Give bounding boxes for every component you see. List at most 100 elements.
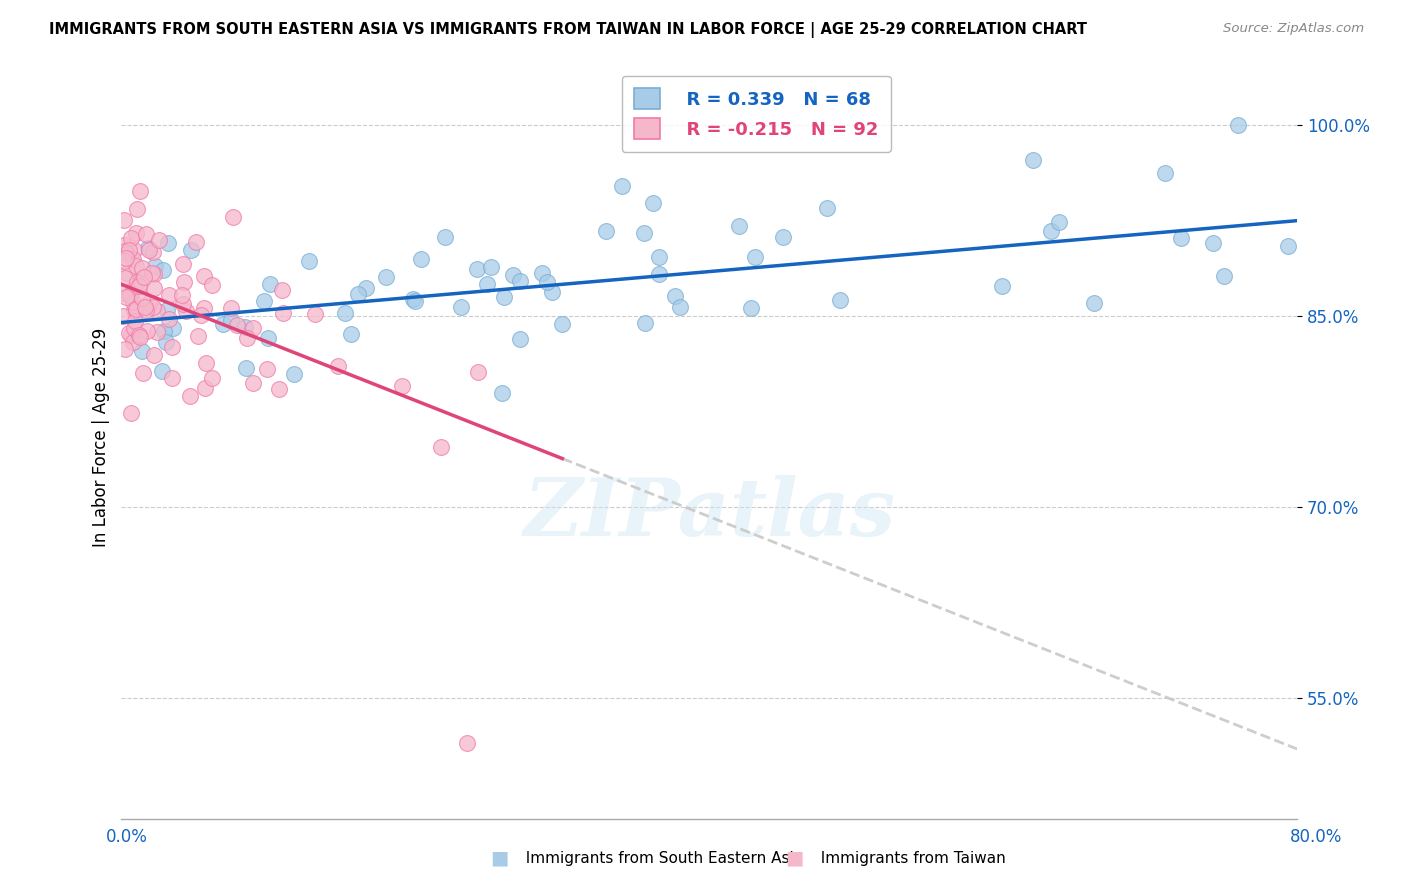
Point <box>1227 118 1250 132</box>
Point <box>157 312 180 326</box>
Text: ■: ■ <box>785 848 804 868</box>
Point <box>146 325 169 339</box>
Point <box>1083 296 1105 310</box>
Point <box>142 244 165 259</box>
Point <box>124 321 146 335</box>
Point <box>120 406 142 420</box>
Point <box>143 281 166 295</box>
Point <box>242 376 264 390</box>
Point <box>772 230 794 244</box>
Point <box>156 303 179 318</box>
Point <box>128 330 150 344</box>
Point <box>184 235 207 249</box>
Point <box>641 195 664 210</box>
Legend:   R = 0.339   N = 68,   R = -0.215   N = 92: R = 0.339 N = 68, R = -0.215 N = 92 <box>621 76 891 152</box>
Point <box>148 233 170 247</box>
Point <box>114 244 136 258</box>
Point <box>744 250 766 264</box>
Point <box>187 329 209 343</box>
Point <box>134 301 156 315</box>
Point <box>1277 238 1299 252</box>
Point <box>172 297 194 311</box>
Point <box>610 178 633 193</box>
Point <box>1202 236 1225 251</box>
Point <box>269 382 291 396</box>
Point <box>132 366 155 380</box>
Point <box>374 270 396 285</box>
Point <box>283 367 305 381</box>
Point <box>156 235 179 250</box>
Point <box>138 244 160 258</box>
Point <box>502 268 524 282</box>
Point <box>530 266 553 280</box>
Point <box>121 295 143 310</box>
Point <box>131 343 153 358</box>
Point <box>297 254 319 268</box>
Point <box>669 300 692 314</box>
Point <box>112 238 135 252</box>
Point <box>404 294 426 309</box>
Point <box>219 313 242 327</box>
Point <box>475 277 498 292</box>
Point <box>118 287 141 301</box>
Point <box>456 736 478 750</box>
Point <box>271 306 294 320</box>
Point <box>112 254 135 268</box>
Point <box>219 301 242 315</box>
Point <box>193 268 215 283</box>
Point <box>551 317 574 331</box>
Point <box>1212 268 1234 283</box>
Point <box>125 259 148 273</box>
Text: IMMIGRANTS FROM SOUTH EASTERN ASIA VS IMMIGRANTS FROM TAIWAN IN LABOR FORCE | AG: IMMIGRANTS FROM SOUTH EASTERN ASIA VS IM… <box>49 22 1087 38</box>
Point <box>131 291 153 305</box>
Point <box>146 303 169 318</box>
Point <box>648 267 671 281</box>
Point <box>117 266 139 280</box>
Point <box>160 371 183 385</box>
Text: Immigrants from South Eastern Asia: Immigrants from South Eastern Asia <box>516 851 803 865</box>
Point <box>225 318 247 332</box>
Point <box>179 389 201 403</box>
Point <box>633 226 655 240</box>
Point <box>128 327 150 342</box>
Point <box>467 365 489 379</box>
Point <box>491 386 513 401</box>
Text: ■: ■ <box>489 848 509 868</box>
Point <box>1170 231 1192 245</box>
Point <box>465 261 488 276</box>
Point <box>815 201 838 215</box>
Point <box>112 212 135 227</box>
Point <box>433 229 456 244</box>
Point <box>125 301 148 316</box>
Point <box>136 241 159 255</box>
Point <box>233 319 256 334</box>
Point <box>541 285 564 300</box>
Point <box>450 300 472 314</box>
Point <box>122 303 145 318</box>
Point <box>122 252 145 266</box>
Point <box>112 309 135 323</box>
Point <box>170 288 193 302</box>
Point <box>727 219 749 233</box>
Point <box>259 277 281 291</box>
Point <box>235 361 257 376</box>
Point <box>402 292 425 306</box>
Point <box>174 304 197 318</box>
Y-axis label: In Labor Force | Age 25-29: In Labor Force | Age 25-29 <box>93 327 110 547</box>
Point <box>127 275 149 289</box>
Point <box>595 224 617 238</box>
Point <box>190 309 212 323</box>
Point <box>124 314 146 328</box>
Text: ZIPatlas: ZIPatlas <box>523 475 896 552</box>
Point <box>131 260 153 275</box>
Point <box>1153 166 1175 180</box>
Point <box>143 259 166 273</box>
Point <box>201 371 224 385</box>
Point <box>509 332 531 346</box>
Point <box>115 247 138 261</box>
Point <box>128 279 150 293</box>
Point <box>222 210 245 224</box>
Point <box>257 331 280 345</box>
Point <box>135 227 157 242</box>
Point <box>1021 153 1043 168</box>
